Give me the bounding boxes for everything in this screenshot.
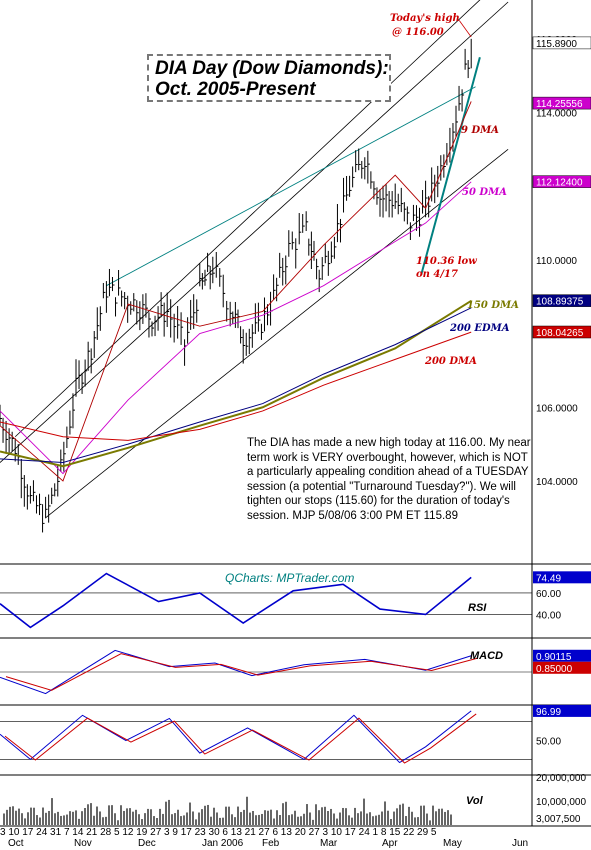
price-tag-label: 114.25556 [536, 99, 583, 110]
dma200-label: 200 DMA [425, 356, 477, 367]
rsi-tick-label: 60.00 [536, 589, 561, 600]
month-label: Jan 2006 [202, 838, 244, 849]
chart-title-line1: DIA Day (Dow Diamonds): [155, 58, 389, 79]
rsi-line [0, 572, 472, 629]
watermark: QCharts: MPTrader.com [225, 571, 355, 585]
commentary-text: The DIA has made a new high today at 116… [247, 437, 531, 522]
todays-high-pointer [458, 20, 472, 38]
dma50-line [0, 181, 472, 475]
macd-signal-box [533, 661, 591, 674]
macd-current-box [533, 649, 591, 662]
dma150-line [0, 299, 472, 468]
macd-signal-label: 0.85000 [536, 664, 573, 675]
lower-channel-line [45, 149, 509, 519]
price-tick-label: 110.0000 [536, 256, 577, 267]
stoch-tick-label: 50.00 [536, 737, 561, 748]
x-axis-days: 3 10 17 24 31 7 14 21 28 5 12 19 27 3 9 … [0, 827, 437, 838]
price-tag-box [532, 96, 591, 110]
stoch-k-line [0, 710, 472, 764]
stoch-current-box [533, 704, 591, 717]
price-tag-box [532, 175, 591, 188]
volume-tick-label: 3,007,500 [536, 814, 581, 825]
edma200-label: 200 EDMA [450, 323, 510, 334]
chart-title-box: DIA Day (Dow Diamonds): Oct. 2005-Presen… [147, 54, 391, 102]
price-tag-label: 108.04265 [536, 328, 584, 339]
month-label: Jun [512, 838, 529, 849]
volume-label: Vol [466, 795, 483, 807]
chart-title-line2: Oct. 2005-Present [155, 79, 316, 100]
price-tag-box [532, 36, 591, 50]
dma50-label: 50 DMA [462, 187, 507, 198]
steep-trendline [420, 57, 481, 275]
rsi-label: RSI [468, 602, 487, 614]
teal-trendline [106, 86, 476, 287]
dma9-label: 9 DMA [461, 125, 499, 136]
dma9-line [0, 101, 472, 482]
dma200-line [0, 331, 472, 441]
price-tick-label: 114.0000 [536, 109, 577, 120]
month-label: Feb [262, 838, 280, 849]
todays-high-label-1: Today's high [390, 13, 460, 24]
price-tag-box [532, 325, 591, 339]
upper-channel-line [14, 0, 481, 438]
month-label: Apr [382, 838, 398, 849]
volume-tick-label: 10,000,000 [536, 797, 586, 808]
low-date-label: on 4/17 [416, 269, 458, 280]
rsi-tick-label: 40.00 [536, 610, 561, 621]
macd-signal-line [5, 653, 478, 691]
month-label: Nov [74, 838, 92, 849]
todays-high-label-2: @ 116.00 [392, 27, 444, 38]
stoch-current-label: 96.99 [536, 707, 561, 718]
stoch-d-line [4, 713, 477, 764]
rsi-current-box [533, 571, 591, 584]
edma200-line [0, 307, 472, 464]
month-label: Dec [138, 838, 156, 849]
price-tag-label: 108.89375 [536, 297, 584, 308]
volume-tick-label: 20,000,000 [536, 773, 586, 784]
dma150-label: 150 DMA [467, 300, 519, 311]
price-tag-label: 112.12400 [536, 178, 583, 189]
macd-label: MACD [470, 650, 503, 662]
month-label: May [443, 838, 462, 849]
month-label: Oct [8, 838, 24, 849]
price-tag-label: 115.8900 [536, 39, 577, 50]
price-tag-box [532, 294, 591, 307]
rsi-current-label: 74.49 [536, 573, 561, 584]
macd-current-label: 0.90115 [536, 652, 572, 663]
month-label: Mar [320, 838, 338, 849]
low-label: 110.36 low [416, 256, 477, 267]
price-tick-label: 104.0000 [536, 477, 578, 488]
price-tick-label: 106.0000 [536, 403, 578, 414]
